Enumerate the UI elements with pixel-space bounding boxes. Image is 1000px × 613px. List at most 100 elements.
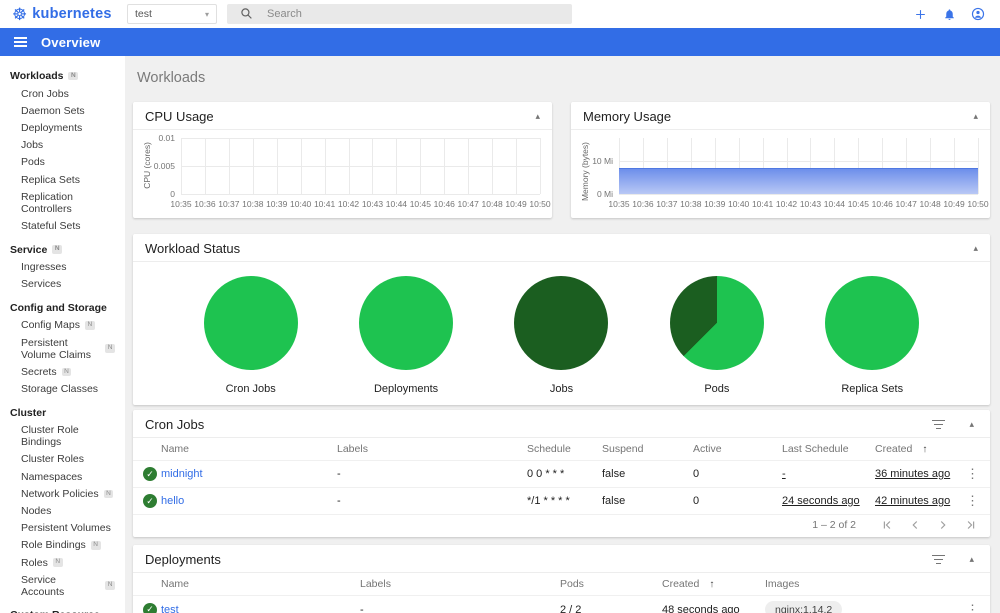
deployments-title: Deployments bbox=[145, 552, 221, 567]
column-header-created[interactable]: Created ↑ bbox=[875, 438, 960, 461]
deployments-table: Name Labels Pods Created ↑ Images ✓ test - 2 … bbox=[133, 573, 990, 613]
collapse-caret-icon[interactable]: ▴ bbox=[535, 111, 540, 121]
column-header-schedule[interactable]: Schedule bbox=[527, 438, 602, 461]
sidebar-item-service-accounts[interactable]: Service Accounts N bbox=[0, 571, 125, 600]
namespaced-badge: N bbox=[68, 71, 79, 81]
pie-chart[interactable] bbox=[514, 276, 609, 370]
x-tick-label: 10:35 bbox=[170, 199, 192, 209]
row-menu-button[interactable]: ⋮ bbox=[966, 493, 979, 508]
sidebar-item-pods[interactable]: Pods bbox=[21, 156, 45, 169]
x-tick-label: 10:41 bbox=[313, 199, 336, 209]
namespace-select[interactable]: test ▾ bbox=[127, 4, 217, 24]
column-header-last-schedule[interactable]: Last Schedule bbox=[782, 438, 875, 461]
column-header-name[interactable]: Name bbox=[161, 573, 360, 596]
cronjob-name-link[interactable]: hello bbox=[161, 495, 185, 507]
sidebar-item-config-maps[interactable]: Config Maps N bbox=[0, 317, 125, 334]
sidebar-item-ingresses[interactable]: Ingresses bbox=[21, 261, 67, 274]
nav-section-cluster[interactable]: Cluster bbox=[10, 406, 47, 419]
sidebar-item-replica-sets[interactable]: Replica Sets bbox=[21, 173, 80, 186]
sidebar-item-role-bindings[interactable]: Role Bindings N bbox=[0, 537, 125, 554]
memory-usage-title: Memory Usage bbox=[583, 109, 672, 124]
create-plus-button[interactable] bbox=[912, 6, 928, 22]
x-tick-label: 10:43 bbox=[361, 199, 384, 209]
column-header-labels[interactable]: Labels bbox=[360, 573, 560, 596]
brand[interactable]: ☸ kubernetes bbox=[0, 6, 125, 23]
cron-jobs-pagination: 1 – 2 of 2 bbox=[133, 515, 990, 537]
deployment-images: nginx:1.14.2 bbox=[765, 595, 960, 613]
deployment-name-link[interactable]: test bbox=[161, 603, 179, 613]
last-page-button[interactable] bbox=[964, 518, 978, 532]
pie-chart[interactable] bbox=[203, 276, 298, 370]
row-menu-button[interactable]: ⋮ bbox=[966, 466, 979, 481]
cronjob-last-schedule: - bbox=[782, 468, 786, 480]
column-header-created[interactable]: Created ↑ bbox=[662, 573, 765, 596]
column-header-suspend[interactable]: Suspend bbox=[602, 438, 693, 461]
page-title: Workloads bbox=[137, 70, 206, 86]
column-header-name[interactable]: Name bbox=[161, 438, 337, 461]
sidebar-item-network-policies[interactable]: Network Policies N bbox=[0, 485, 125, 502]
sidebar-item-persistent-volume-claims[interactable]: Persistent Volume Claims N bbox=[0, 334, 125, 363]
sidebar-item-stateful-sets[interactable]: Stateful Sets bbox=[21, 219, 81, 232]
y-tick-label: 0 bbox=[170, 189, 175, 199]
sidebar-item-nodes[interactable]: Nodes bbox=[21, 504, 52, 517]
x-tick-label: 10:45 bbox=[409, 199, 431, 209]
namespaced-badge: N bbox=[61, 367, 72, 377]
row-menu-button[interactable]: ⋮ bbox=[966, 601, 979, 613]
collapse-caret-icon[interactable]: ▴ bbox=[973, 243, 978, 253]
nav-section-workloads[interactable]: Workloads N bbox=[0, 67, 125, 85]
previous-page-button[interactable] bbox=[908, 518, 922, 532]
first-page-button[interactable] bbox=[880, 518, 894, 532]
column-header-pods[interactable]: Pods bbox=[560, 573, 662, 596]
filter-icon[interactable] bbox=[931, 554, 945, 565]
sidebar-item-daemon-sets[interactable]: Daemon Sets bbox=[21, 104, 85, 117]
kubernetes-logo-icon: ☸ bbox=[12, 4, 28, 24]
sidebar-item-services[interactable]: Services bbox=[21, 278, 62, 291]
sidebar-item-jobs[interactable]: Jobs bbox=[21, 139, 44, 152]
pie-chart[interactable] bbox=[359, 276, 454, 370]
cronjob-name-link[interactable]: midnight bbox=[161, 468, 203, 480]
cronjob-suspend: false bbox=[602, 460, 693, 488]
collapse-caret-icon[interactable]: ▴ bbox=[973, 111, 978, 121]
x-tick-label: 10:40 bbox=[290, 199, 312, 209]
sidebar-item-replication-controllers[interactable]: Replication Controllers bbox=[21, 190, 73, 215]
menu-hamburger-button[interactable] bbox=[14, 35, 27, 49]
nav-section-custom-resource-definitions[interactable]: Custom Resource Definitions bbox=[0, 606, 125, 613]
cpu-y-axis-label: CPU (cores) bbox=[142, 142, 152, 189]
user-account-button[interactable] bbox=[970, 6, 986, 22]
y-tick-label: 0.005 bbox=[153, 161, 175, 171]
deployment-created: 48 seconds ago bbox=[662, 603, 740, 613]
sidebar-item-namespaces[interactable]: Namespaces bbox=[21, 470, 83, 483]
sort-asc-icon: ↑ bbox=[922, 444, 928, 455]
cronjob-labels: - bbox=[337, 460, 527, 488]
column-header-empty bbox=[960, 573, 990, 596]
sidebar-item-secrets[interactable]: Secrets N bbox=[0, 363, 125, 380]
sidebar-item-cron-jobs[interactable]: Cron Jobs bbox=[21, 87, 69, 100]
sidebar-item-roles[interactable]: Roles N bbox=[0, 554, 125, 571]
pie-label: Cron Jobs bbox=[225, 383, 276, 395]
nav-section-config-and-storage[interactable]: Config and Storage bbox=[10, 301, 107, 314]
pie-chart[interactable] bbox=[669, 276, 764, 370]
column-header-images[interactable]: Images bbox=[765, 573, 960, 596]
x-tick-label: 10:46 bbox=[433, 199, 455, 209]
image-chip: nginx:1.14.2 bbox=[765, 601, 843, 613]
search-input[interactable] bbox=[227, 4, 572, 24]
status-ok-icon: ✓ bbox=[143, 467, 157, 481]
next-page-button[interactable] bbox=[936, 518, 950, 532]
cronjob-schedule: 0 0 * * * bbox=[527, 460, 602, 488]
deployment-pods: 2 / 2 bbox=[560, 595, 662, 613]
sidebar-item-persistent-volumes[interactable]: Persistent Volumes bbox=[21, 522, 111, 535]
sidebar-item-cluster-roles[interactable]: Cluster Roles bbox=[21, 453, 85, 466]
filter-icon[interactable] bbox=[931, 419, 945, 430]
column-header-active[interactable]: Active bbox=[693, 438, 782, 461]
collapse-caret-icon[interactable]: ▴ bbox=[969, 419, 974, 429]
collapse-caret-icon[interactable]: ▴ bbox=[969, 554, 974, 564]
column-header-labels[interactable]: Labels bbox=[337, 438, 527, 461]
sidebar-item-storage-classes[interactable]: Storage Classes bbox=[21, 383, 99, 396]
nav-section-service[interactable]: Service N bbox=[0, 241, 125, 259]
sidebar-item-deployments[interactable]: Deployments bbox=[21, 121, 83, 134]
cronjob-active: 0 bbox=[693, 487, 782, 515]
x-tick-label: 10:35 bbox=[608, 199, 630, 209]
sidebar-item-cluster-role-bindings[interactable]: Cluster Role Bindings bbox=[21, 424, 79, 449]
notifications-bell-button[interactable] bbox=[941, 6, 957, 22]
pie-chart[interactable] bbox=[825, 276, 920, 370]
